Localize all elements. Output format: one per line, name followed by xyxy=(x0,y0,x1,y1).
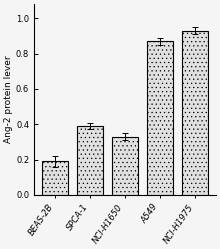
Bar xyxy=(42,161,68,195)
Bar xyxy=(147,41,172,195)
Bar xyxy=(182,31,208,195)
Y-axis label: Ang-2 protein lever: Ang-2 protein lever xyxy=(4,56,13,143)
Bar xyxy=(112,137,138,195)
Bar xyxy=(77,126,103,195)
